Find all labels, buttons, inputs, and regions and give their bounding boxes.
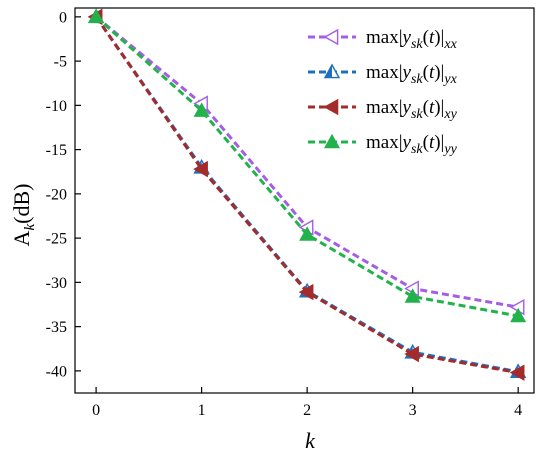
y-axis-label-unit: (dB)	[9, 184, 34, 224]
series-marker	[323, 98, 339, 116]
legend-label: max|ysk(t)|yy	[366, 132, 458, 157]
y-tick-label: -40	[46, 363, 67, 380]
series-marker	[299, 226, 316, 241]
series-xx	[87, 8, 525, 316]
x-tick-label: 0	[92, 402, 100, 419]
y-axis-label-main: A	[9, 230, 34, 246]
legend-label: max|ysk(t)|yx	[366, 62, 458, 87]
x-axis-label: k	[305, 428, 316, 453]
series-yx	[87, 8, 527, 379]
series-marker	[323, 133, 341, 149]
y-tick-label: -15	[46, 142, 67, 159]
y-tick-label: -25	[46, 231, 67, 248]
x-tick-label: 4	[514, 402, 522, 419]
series-line	[95, 15, 519, 309]
legend: max|ysk(t)|xx max|ysk(t)|yx max|ysk(t)|xy m…	[308, 27, 458, 157]
legend-item-yx: max|ysk(t)|yx	[308, 62, 458, 87]
legend-item-xy: max|ysk(t)|xy	[308, 97, 458, 122]
series-xy	[87, 8, 525, 381]
series-line	[95, 15, 519, 318]
series-marker-fill	[325, 65, 332, 78]
legend-item-yy: max|ysk(t)|yy	[308, 132, 458, 157]
plot-frame	[74, 7, 535, 394]
legend-label: max|ysk(t)|xy	[366, 97, 458, 122]
series-yy	[88, 8, 527, 323]
y-tick-label: -10	[46, 98, 67, 115]
series-marker	[193, 160, 208, 178]
series-layer	[87, 8, 527, 381]
y-tick-label: -5	[54, 54, 67, 71]
series-marker	[404, 345, 419, 363]
series-marker	[509, 364, 525, 381]
series-marker	[323, 28, 339, 46]
y-tick-label: -20	[46, 186, 67, 203]
legend-label: max|ysk(t)|xx	[366, 27, 458, 52]
x-tick-label: 1	[198, 402, 206, 419]
series-marker	[88, 8, 105, 24]
series-marker	[404, 288, 421, 303]
legend-item-xx: max|ysk(t)|xx	[308, 27, 458, 52]
y-axis-label: Ak(dB)	[9, 184, 38, 247]
y-tick-label: 0	[59, 9, 67, 26]
series-marker	[298, 283, 314, 301]
y-tick-label: -35	[46, 319, 67, 336]
x-axis-ticks: 0 1 2 3 4	[92, 387, 522, 419]
y-axis-label-sub: k	[22, 224, 38, 231]
y-tick-label: -30	[46, 275, 67, 292]
plot-border	[74, 7, 535, 394]
series-marker	[193, 102, 210, 117]
x-tick-label: 2	[303, 402, 311, 419]
y-axis-ticks: 0 -5 -10 -15 -20 -25 -30 -35 -40	[46, 9, 81, 380]
x-tick-label: 3	[409, 402, 417, 419]
series-marker	[510, 307, 527, 323]
